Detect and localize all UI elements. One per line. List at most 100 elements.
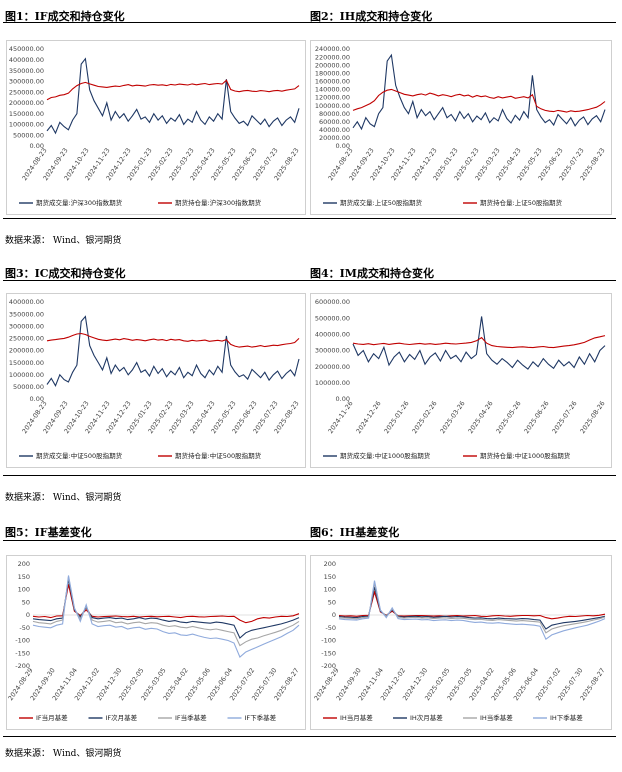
y-tick-label: 150000.00 bbox=[9, 359, 44, 367]
x-tick-label: 2025-08-26 bbox=[578, 400, 606, 436]
series-line-2 bbox=[46, 79, 300, 101]
legend-label: 期货持仓量:中证1000股指期货 bbox=[480, 451, 571, 460]
series-line-3 bbox=[32, 576, 300, 647]
y-tick-label: 500000.00 bbox=[315, 314, 350, 322]
y-tick-label: 220000.00 bbox=[315, 53, 350, 61]
y-tick-label: 100000.00 bbox=[315, 102, 350, 110]
y-tick-label: 140000.00 bbox=[315, 86, 350, 94]
y-tick-label: 0.00 bbox=[336, 395, 350, 403]
y-tick-label: 0 bbox=[332, 611, 336, 619]
legend-label: IF当月基差 bbox=[36, 713, 68, 722]
y-tick-label: 160000.00 bbox=[315, 78, 350, 86]
section-1-rule bbox=[3, 218, 616, 219]
data-source-2: 数据来源： Wind、银河期货 bbox=[5, 493, 122, 503]
figure-1-title: 图1：IF成交和持仓变化 bbox=[5, 10, 125, 23]
y-tick-label: 50 bbox=[328, 598, 336, 606]
series-line-2 bbox=[46, 332, 300, 348]
y-tick-label: 200000.00 bbox=[9, 99, 44, 107]
y-tick-label: 300000.00 bbox=[9, 78, 44, 86]
y-tick-label: 150 bbox=[324, 573, 336, 581]
y-tick-label: -50 bbox=[325, 624, 336, 632]
chart-4: 0.00 100000.00 200000.00 300000.00 400000.00… bbox=[315, 298, 607, 460]
top-rule bbox=[3, 22, 616, 23]
figure-2-title: 图2：IH成交和持仓变化 bbox=[310, 10, 433, 23]
y-tick-label: 150000.00 bbox=[9, 110, 44, 118]
y-tick-label: 150 bbox=[18, 573, 30, 581]
y-tick-label: 20000.00 bbox=[319, 134, 350, 142]
y-tick-label: -100 bbox=[321, 637, 336, 645]
y-tick-label: -50 bbox=[19, 624, 30, 632]
y-tick-label: 50000.00 bbox=[13, 131, 44, 139]
series-line-4 bbox=[32, 575, 300, 659]
chart-5: -200-150-100-500501001502002024-08-29202… bbox=[6, 560, 300, 722]
legend-label: IH当月基差 bbox=[340, 713, 373, 722]
series-line-1 bbox=[46, 315, 300, 387]
figure-4-title: 图4：IM成交和持仓变化 bbox=[310, 267, 434, 280]
x-tick-label: 2024-12-26 bbox=[354, 400, 382, 436]
y-tick-label: 250000.00 bbox=[9, 88, 44, 96]
legend-label: 期货成交量:中证1000股指期货 bbox=[340, 451, 431, 460]
chart-6: -200-150-100-500501001502002024-08-29202… bbox=[312, 560, 606, 722]
y-tick-label: 100 bbox=[324, 586, 336, 594]
chart-panel-1: 0.00 50000.00 100000.00 150000.00 200000.00 2… bbox=[6, 40, 306, 215]
series-line-1 bbox=[352, 53, 606, 131]
data-source-1: 数据来源： Wind、银河期货 bbox=[5, 236, 122, 246]
x-tick-label: 2025-02-26 bbox=[410, 400, 438, 436]
legend-label: 期货成交量:沪深300指数期货 bbox=[36, 198, 123, 207]
chart-panel-5: -200 -150 -100 -50 0 50 100 150 200 2024-08-29 202… bbox=[6, 555, 306, 730]
section-3-rule bbox=[3, 736, 616, 737]
x-tick-label: 2025-03-26 bbox=[438, 400, 466, 436]
y-tick-label: 400000.00 bbox=[9, 56, 44, 64]
legend-label: 期货持仓量:沪深300指数期货 bbox=[175, 198, 262, 207]
chart-panel-2: 0.00 20000.00 40000.00 60000.00 80000.00 1000… bbox=[310, 40, 612, 215]
legend-label: 期货持仓量:上证50股指期货 bbox=[480, 198, 562, 207]
section-2-rule bbox=[3, 475, 616, 476]
y-tick-label: 100 bbox=[18, 586, 30, 594]
y-tick-label: -200 bbox=[321, 662, 336, 670]
x-tick-label: 2024-11-26 bbox=[326, 400, 354, 436]
y-tick-label: 450000.00 bbox=[9, 45, 44, 53]
legend-label: 期货持仓量:中证500股指期货 bbox=[175, 451, 262, 460]
y-tick-label: 400000.00 bbox=[315, 331, 350, 339]
y-tick-label: 240000.00 bbox=[315, 45, 350, 53]
y-tick-label: 300000.00 bbox=[9, 322, 44, 330]
y-tick-label: 40000.00 bbox=[319, 126, 350, 134]
legend-label: IF次月基差 bbox=[106, 713, 138, 722]
data-source-3: 数据来源： Wind、银河期货 bbox=[5, 749, 122, 759]
series-line-1 bbox=[352, 316, 606, 370]
y-tick-label: -100 bbox=[15, 637, 30, 645]
chart-panel-6: -200 -150 -100 -50 0 50 100 150 200 2024-08-29 202… bbox=[310, 555, 612, 730]
y-tick-label: 80000.00 bbox=[319, 110, 350, 118]
y-tick-label: 0.00 bbox=[30, 142, 44, 150]
y-tick-label: -200 bbox=[15, 662, 30, 670]
legend-label: IF当季基差 bbox=[175, 713, 207, 722]
legend-label: IF下季基差 bbox=[245, 713, 277, 722]
legend-label: IH当季基差 bbox=[480, 713, 513, 722]
y-tick-label: 600000.00 bbox=[315, 298, 350, 306]
legend-label: IH次月基差 bbox=[410, 713, 443, 722]
y-tick-label: 200 bbox=[18, 560, 30, 568]
series-line-2 bbox=[32, 579, 300, 639]
y-tick-label: 50 bbox=[22, 598, 30, 606]
x-tick-label: 2025-05-26 bbox=[494, 400, 522, 436]
y-tick-label: 120000.00 bbox=[315, 94, 350, 102]
y-tick-label: 250000.00 bbox=[9, 335, 44, 343]
chart-3: 0.00 50000.00 100000.00 150000.00 200000.00 2… bbox=[9, 298, 301, 460]
chart-1: 0.00 50000.00 100000.00 150000.00 200000.00 2… bbox=[9, 45, 301, 207]
section-3-top-rule bbox=[3, 540, 616, 541]
y-tick-label: 100000.00 bbox=[9, 121, 44, 129]
figure-5-title: 图5：IF基差变化 bbox=[5, 526, 92, 539]
legend-label: 期货成交量:中证500股指期货 bbox=[36, 451, 123, 460]
chart-panel-3: 0.00 50000.00 100000.00 150000.00 200000.00 2… bbox=[6, 293, 306, 468]
y-tick-label: 350000.00 bbox=[9, 310, 44, 318]
legend-label: 期货成交量:上证50股指期货 bbox=[340, 198, 422, 207]
y-tick-label: 0 bbox=[26, 611, 30, 619]
y-tick-label: 100000.00 bbox=[315, 379, 350, 387]
figure-6-title: 图6：IH基差变化 bbox=[310, 526, 400, 539]
y-tick-label: 180000.00 bbox=[315, 69, 350, 77]
chart-2: 0.0020000.0040000.0060000.0080000.001000… bbox=[315, 45, 607, 207]
y-tick-label: 200 bbox=[324, 560, 336, 568]
y-tick-label: 200000.00 bbox=[315, 363, 350, 371]
y-tick-label: 300000.00 bbox=[315, 347, 350, 355]
section-2-top-rule bbox=[3, 280, 616, 281]
